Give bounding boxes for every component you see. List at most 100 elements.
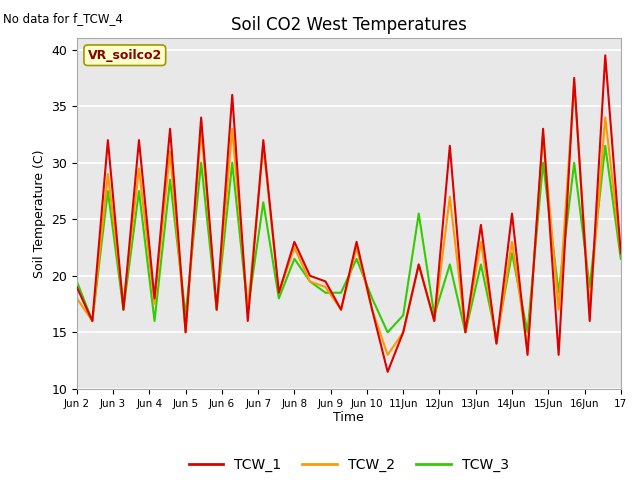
TCW_3 [337,290,345,296]
TCW_2 [602,115,609,120]
TCW_2 [399,329,407,335]
TCW_2 [384,352,392,358]
TCW_1 [399,329,407,335]
TCW_2 [120,301,127,307]
TCW_2 [322,284,330,290]
TCW_3 [88,318,96,324]
TCW_3 [228,160,236,166]
TCW_2 [524,347,531,352]
TCW_3 [586,284,593,290]
TCW_2 [508,239,516,245]
TCW_3 [493,335,500,341]
TCW_2 [306,278,314,284]
TCW_1 [135,137,143,143]
TCW_1 [150,296,158,301]
TCW_3 [306,278,314,284]
TCW_2 [259,143,267,149]
TCW_3 [368,296,376,301]
TCW_1 [182,329,189,335]
TCW_2 [197,126,205,132]
TCW_3 [524,329,531,335]
TCW_1 [259,137,267,143]
TCW_1 [602,52,609,58]
Line: TCW_2: TCW_2 [77,84,621,355]
TCW_3 [166,177,174,182]
TCW_2 [540,132,547,137]
TCW_3 [431,312,438,318]
TCW_3 [291,256,298,262]
TCW_2 [493,341,500,347]
TCW_2 [337,307,345,312]
TCW_2 [104,171,112,177]
TCW_2 [244,307,252,312]
TCW_2 [617,250,625,256]
TCW_1 [508,211,516,216]
TCW_1 [461,329,469,335]
TCW_2 [182,329,189,335]
TCW_1 [73,284,81,290]
TCW_1 [322,278,330,284]
TCW_3 [384,329,392,335]
TCW_1 [586,318,593,324]
TCW_1 [213,307,221,312]
TCW_2 [73,296,81,301]
TCW_3 [213,307,221,312]
TCW_1 [415,262,422,267]
TCW_1 [120,307,127,312]
TCW_1 [431,318,438,324]
TCW_3 [150,318,158,324]
TCW_2 [353,245,360,251]
X-axis label: Time: Time [333,411,364,424]
TCW_1 [337,307,345,312]
TCW_1 [368,307,376,312]
TCW_3 [555,290,563,296]
TCW_1 [477,222,484,228]
TCW_3 [446,262,454,267]
TCW_3 [104,188,112,194]
TCW_1 [570,75,578,81]
TCW_3 [399,312,407,318]
TCW_1 [384,369,392,375]
Y-axis label: Soil Temperature (C): Soil Temperature (C) [33,149,45,278]
TCW_2 [446,194,454,200]
TCW_3 [135,188,143,194]
TCW_1 [555,352,563,358]
TCW_3 [259,199,267,205]
TCW_1 [104,137,112,143]
TCW_3 [353,256,360,262]
TCW_2 [555,307,563,312]
TCW_3 [322,290,330,296]
TCW_3 [182,312,189,318]
Text: VR_soilco2: VR_soilco2 [88,49,162,62]
TCW_3 [617,256,625,262]
TCW_3 [275,296,283,301]
TCW_1 [353,239,360,245]
TCW_2 [477,239,484,245]
TCW_1 [291,239,298,245]
TCW_3 [73,278,81,284]
Legend: TCW_1, TCW_2, TCW_3: TCW_1, TCW_2, TCW_3 [183,452,515,477]
TCW_1 [540,126,547,132]
TCW_2 [228,126,236,132]
TCW_2 [368,307,376,312]
TCW_3 [477,262,484,267]
Line: TCW_1: TCW_1 [77,55,621,372]
TCW_2 [135,166,143,171]
TCW_3 [508,250,516,256]
TCW_3 [602,143,609,149]
TCW_3 [540,160,547,166]
TCW_1 [446,143,454,149]
Line: TCW_3: TCW_3 [77,146,621,338]
TCW_2 [570,81,578,86]
TCW_1 [166,126,174,132]
TCW_1 [524,352,531,358]
TCW_2 [150,301,158,307]
TCW_3 [244,307,252,312]
TCW_3 [120,307,127,312]
TCW_2 [275,290,283,296]
TCW_1 [88,318,96,324]
TCW_1 [617,250,625,256]
TCW_3 [461,329,469,335]
TCW_2 [431,318,438,324]
TCW_1 [244,318,252,324]
